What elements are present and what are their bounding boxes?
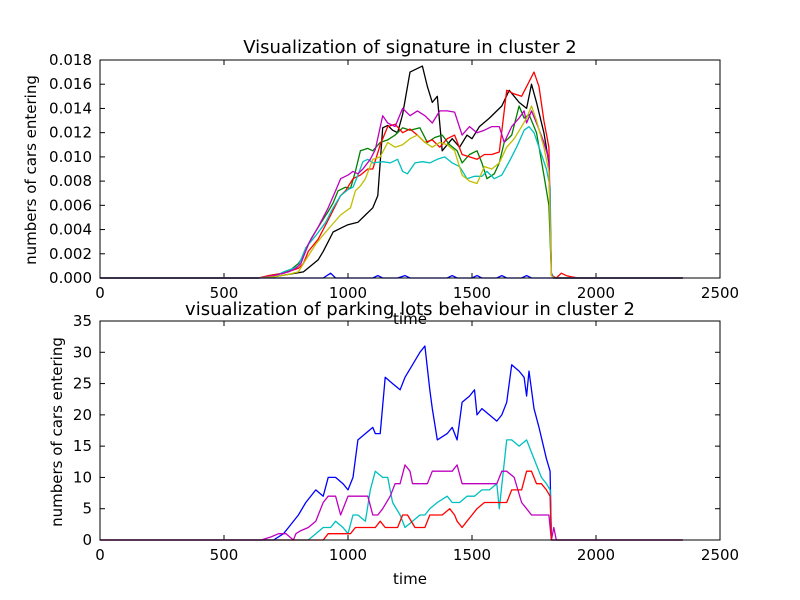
x-tick-label: 2000 [577,284,615,302]
plot-area [99,59,721,279]
y-tick-label: 30 [73,343,92,361]
y-axis-label: numbers of cars entering [22,75,40,265]
series-line-5 [100,105,683,279]
y-tick-group: 0.000 0.002 0.004 0.006 0.008 0.010 0.012 0.014… [49,51,720,287]
y-axis-label: numbers of cars entering [48,337,66,527]
chart-title: Visualization of signature in cluster 2 [243,37,577,58]
x-tick-label: 2500 [701,284,739,302]
x-axis-label: time [393,570,427,588]
y-tick-label: 0.016 [49,75,92,93]
y-tick-label: 0.010 [49,148,92,166]
y-tick-group: 0 5 10 15 20 25 30 35 [73,312,720,549]
y-tick-label: 0.012 [49,124,92,142]
y-tick-label: 0.008 [49,172,92,190]
y-tick-label: 0.004 [49,221,92,239]
chart-signature: Visualization of signature in cluster 2 … [22,37,739,328]
y-tick-label: 0.006 [49,196,92,214]
series-line-1 [100,439,683,541]
series-line-3 [100,125,683,279]
series-line-0 [100,65,683,279]
x-tick-label: 0 [95,284,105,302]
x-tick-label: 1500 [453,546,491,564]
x-tick-label: 2000 [577,546,615,564]
x-tick-label: 1000 [329,546,367,564]
chart-parking-lots: visualization of parking lots behaviour … [48,299,739,588]
series-line-3 [100,470,683,541]
y-tick-label: 10 [73,468,92,486]
series-line-2 [100,464,683,541]
y-tick-label: 25 [73,375,92,393]
chart-title: visualization of parking lots behaviour … [185,299,635,320]
y-tick-label: 0.000 [49,269,92,287]
x-tick-label: 1500 [453,284,491,302]
x-tick-group: 0 500 1000 1500 2000 2500 [95,321,739,564]
x-tick-label: 500 [210,284,239,302]
series-line-0 [100,345,683,541]
series-line-4 [100,107,683,279]
series-group [100,65,683,279]
series-line-2 [100,71,683,279]
y-tick-label: 0.002 [49,245,92,263]
y-tick-label: 0 [82,531,92,549]
x-tick-group: 0 500 1000 1500 2000 2500 [95,60,739,302]
x-tick-label: 500 [210,546,239,564]
y-tick-label: 35 [73,312,92,330]
y-tick-label: 0.018 [49,51,92,69]
y-tick-label: 15 [73,437,92,455]
y-tick-label: 20 [73,406,92,424]
y-tick-label: 5 [82,500,92,518]
x-tick-label: 2500 [701,546,739,564]
series-line-6 [100,272,683,279]
y-tick-label: 0.014 [49,99,92,117]
x-tick-label: 0 [95,546,105,564]
x-axis-label: time [393,310,427,328]
plot-area [99,320,721,541]
series-line-1 [100,105,683,279]
series-group [100,345,683,541]
x-tick-label: 1000 [329,284,367,302]
